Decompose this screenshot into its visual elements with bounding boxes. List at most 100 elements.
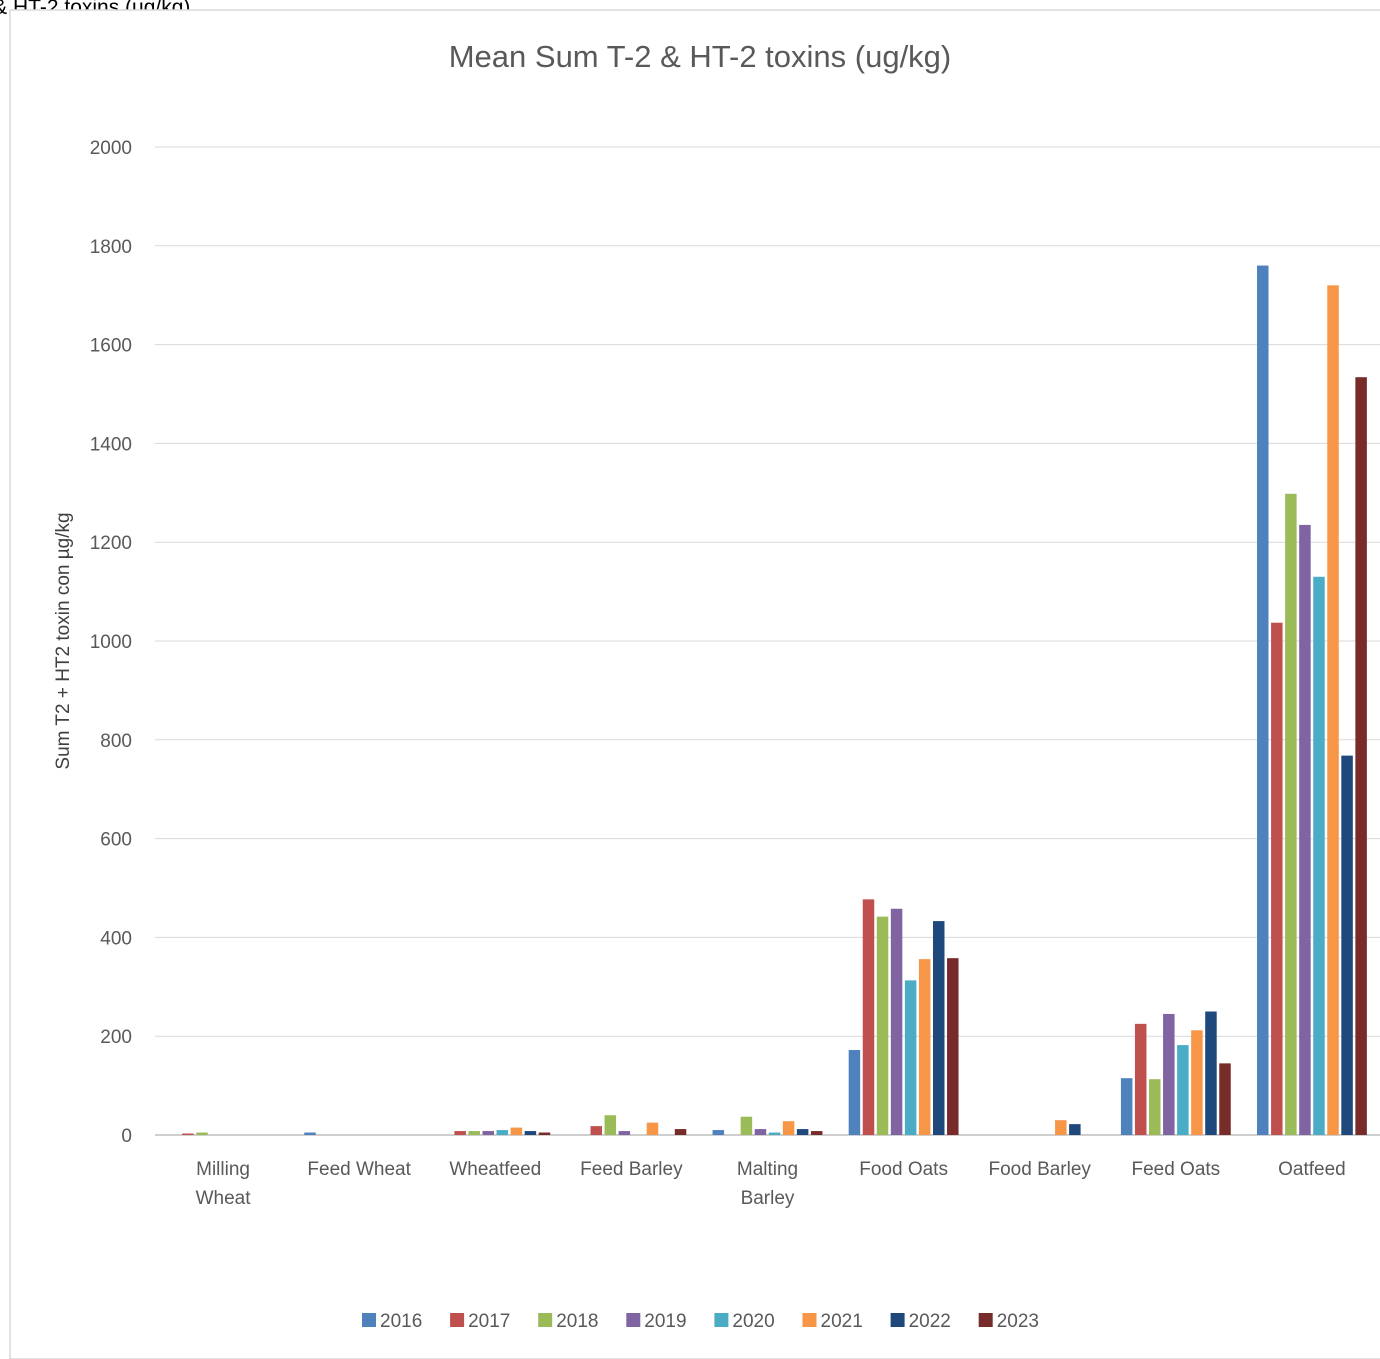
category-label-line: Wheatfeed bbox=[449, 1159, 541, 1180]
category-label-line: Feed Wheat bbox=[307, 1159, 411, 1180]
category-label-line: Barley bbox=[741, 1188, 795, 1209]
bar-2021-7 bbox=[1191, 1030, 1203, 1135]
category-label-line: Oatfeed bbox=[1278, 1159, 1346, 1180]
bar-2021-8 bbox=[1327, 285, 1339, 1135]
bar-2023-8 bbox=[1355, 377, 1367, 1135]
legend-label: 2017 bbox=[468, 1311, 510, 1332]
y-tick-label: 1800 bbox=[90, 237, 132, 258]
legend-label: 2020 bbox=[732, 1311, 774, 1332]
bar-2018-3 bbox=[604, 1115, 617, 1135]
bar-2018-7 bbox=[1149, 1079, 1161, 1135]
bar-2018-4 bbox=[740, 1116, 753, 1135]
bar-2016-7 bbox=[1120, 1078, 1133, 1135]
bar-2016-8 bbox=[1257, 265, 1269, 1135]
bar-2020-4 bbox=[768, 1132, 781, 1135]
bar-2021-5 bbox=[918, 959, 931, 1135]
category-label: Food Barley bbox=[988, 1159, 1091, 1180]
category-label: Malting Barley bbox=[737, 1159, 798, 1209]
legend: 2016 2017 2018 2019 2020 2021 2022 2023 bbox=[362, 1311, 1039, 1332]
y-tick-label: 200 bbox=[100, 1027, 132, 1048]
legend-swatch bbox=[802, 1313, 817, 1327]
category-label-line: Food Barley bbox=[988, 1159, 1091, 1180]
bar-2017-2 bbox=[454, 1131, 466, 1135]
legend-label: 2016 bbox=[380, 1311, 422, 1332]
legend-item-2018: 2018 bbox=[538, 1311, 598, 1332]
legend-item-2020: 2020 bbox=[714, 1311, 775, 1332]
category-label: Oatfeed bbox=[1278, 1159, 1346, 1180]
category-label: Wheatfeed bbox=[449, 1159, 541, 1180]
bar-2016-5 bbox=[848, 1050, 861, 1135]
bar-2018-5 bbox=[876, 916, 889, 1135]
legend-swatch bbox=[538, 1313, 553, 1327]
bar-2019-2 bbox=[482, 1131, 494, 1135]
bar-2020-8 bbox=[1313, 576, 1325, 1135]
category-label: Feed Barley bbox=[580, 1159, 683, 1180]
legend-label: 2018 bbox=[556, 1311, 598, 1332]
legend-swatch bbox=[714, 1313, 729, 1327]
bar-2017-3 bbox=[590, 1126, 603, 1135]
y-axis-ticks: 0 200 400 600 800 1000 1200 1400 1600 1800 2000 bbox=[90, 138, 132, 1147]
y-tick-label: 1000 bbox=[90, 632, 132, 653]
legend-item-2016: 2016 bbox=[362, 1311, 422, 1332]
bar-2017-5 bbox=[862, 899, 875, 1135]
bar-2022-6 bbox=[1069, 1124, 1081, 1135]
bar-2023-3 bbox=[674, 1129, 687, 1135]
bar-2016-4 bbox=[712, 1130, 725, 1135]
bar-2018-8 bbox=[1285, 493, 1297, 1135]
legend-item-2023: 2023 bbox=[978, 1311, 1039, 1332]
category-label: Feed Wheat bbox=[307, 1159, 411, 1180]
chart-frame bbox=[9, 9, 1380, 1359]
category-label-line: Milling bbox=[196, 1159, 250, 1180]
legend-swatch bbox=[890, 1313, 905, 1327]
bar-2023-7 bbox=[1219, 1063, 1231, 1135]
y-tick-label: 0 bbox=[121, 1126, 132, 1147]
bar-2017-7 bbox=[1134, 1023, 1147, 1135]
bar-2016-1 bbox=[304, 1132, 316, 1135]
bar-2023-4 bbox=[810, 1131, 823, 1135]
category-label: Milling Wheat bbox=[196, 1159, 252, 1209]
bar-2019-8 bbox=[1299, 524, 1311, 1135]
bar-2019-5 bbox=[890, 908, 903, 1135]
bar-2017-8 bbox=[1271, 622, 1283, 1135]
legend-swatch bbox=[978, 1313, 993, 1327]
category-label-line: Malting bbox=[737, 1159, 798, 1180]
x-axis-categories: Milling Wheat Feed Wheat Wheatfeed Feed Barl… bbox=[196, 1159, 1346, 1209]
legend-label: 2019 bbox=[644, 1311, 686, 1332]
bar-2020-5 bbox=[904, 980, 917, 1135]
bar-2022-5 bbox=[932, 921, 945, 1135]
bar-2021-3 bbox=[646, 1122, 659, 1135]
bar-2021-2 bbox=[510, 1127, 523, 1135]
bar-2021-4 bbox=[782, 1121, 795, 1135]
bar-2021-6 bbox=[1055, 1120, 1067, 1135]
y-tick-label: 2000 bbox=[90, 138, 132, 159]
legend-item-2017: 2017 bbox=[450, 1311, 510, 1332]
legend-item-2022: 2022 bbox=[890, 1311, 951, 1332]
y-tick-label: 1200 bbox=[90, 533, 132, 554]
bar-2020-7 bbox=[1177, 1045, 1189, 1135]
bar-2019-4 bbox=[754, 1129, 767, 1135]
bar-2022-8 bbox=[1341, 755, 1353, 1135]
category-label-line: Food Oats bbox=[859, 1159, 948, 1180]
category-label: Feed Oats bbox=[1131, 1159, 1220, 1180]
category-label-line: Wheat bbox=[196, 1188, 252, 1209]
y-tick-label: 400 bbox=[100, 928, 132, 949]
y-axis-title: Sum T2 + HT2 toxin con µg/kg bbox=[53, 512, 74, 769]
category-label-line: Feed Oats bbox=[1131, 1159, 1220, 1180]
y-tick-label: 1400 bbox=[90, 434, 132, 455]
y-tick-label: 600 bbox=[100, 830, 132, 851]
gridlines bbox=[155, 146, 1380, 1136]
bar-2022-7 bbox=[1205, 1011, 1217, 1135]
legend-label: 2022 bbox=[909, 1311, 951, 1332]
bar-2020-2 bbox=[496, 1130, 509, 1135]
legend-label: 2021 bbox=[821, 1311, 863, 1332]
bar-2018-0 bbox=[196, 1132, 208, 1135]
bar-2017-0 bbox=[182, 1133, 194, 1135]
legend-item-2021: 2021 bbox=[802, 1311, 863, 1332]
legend-swatch bbox=[626, 1313, 641, 1327]
bar-2023-2 bbox=[538, 1132, 551, 1135]
bars bbox=[182, 265, 1367, 1135]
legend-item-2019: 2019 bbox=[626, 1311, 687, 1332]
bar-2022-4 bbox=[796, 1129, 809, 1135]
bar-2018-2 bbox=[468, 1131, 480, 1135]
